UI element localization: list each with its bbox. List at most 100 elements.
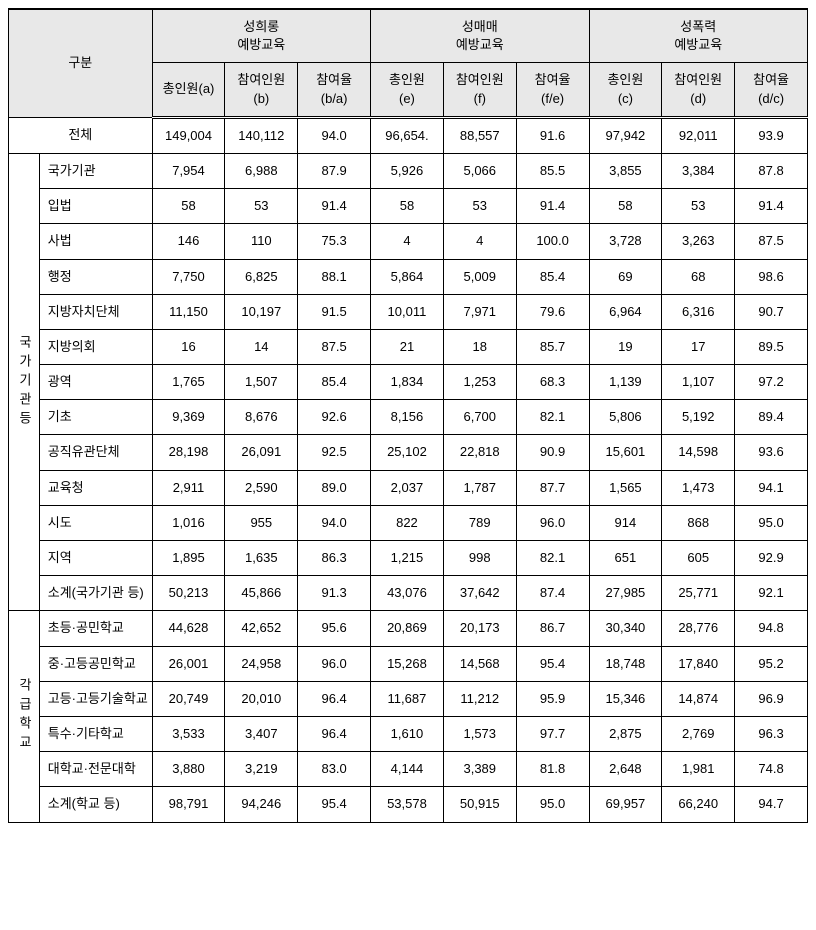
table-row: 입법585391.4585391.4585391.4 [9,189,808,224]
data-cell: 9,369 [152,400,225,435]
data-cell: 100.0 [516,224,589,259]
table-row: 소계(국가기관 등)50,21345,86691.343,07637,64287… [9,576,808,611]
data-cell: 5,926 [371,153,444,188]
data-cell: 98,791 [152,787,225,822]
row-label: 시도 [39,505,152,540]
data-cell: 1,834 [371,365,444,400]
data-cell: 149,004 [152,117,225,153]
data-cell: 87.5 [735,224,808,259]
data-cell: 92.6 [298,400,371,435]
data-cell: 94,246 [225,787,298,822]
data-cell: 3,263 [662,224,735,259]
data-cell: 14,874 [662,681,735,716]
header-group-0: 성희롱 예방교육 [152,9,370,63]
data-cell: 91.4 [298,189,371,224]
data-cell: 11,212 [443,681,516,716]
data-cell: 89.0 [298,470,371,505]
data-cell: 94.8 [735,611,808,646]
data-cell: 18,748 [589,646,662,681]
data-cell: 15,601 [589,435,662,470]
row-label: 초등·공민학교 [39,611,152,646]
row-label: 교육청 [39,470,152,505]
data-cell: 10,197 [225,294,298,329]
column-header: 총인원(a) [152,63,225,117]
data-cell: 44,628 [152,611,225,646]
data-cell: 20,869 [371,611,444,646]
data-cell: 1,215 [371,541,444,576]
table-row: 각급학교초등·공민학교44,62842,65295.620,86920,1738… [9,611,808,646]
row-label: 지방의회 [39,329,152,364]
data-cell: 58 [371,189,444,224]
data-cell: 85.7 [516,329,589,364]
data-cell: 87.7 [516,470,589,505]
data-cell: 37,642 [443,576,516,611]
column-header: 총인원(c) [589,63,662,117]
data-cell: 28,776 [662,611,735,646]
data-cell: 1,573 [443,716,516,751]
data-cell: 822 [371,505,444,540]
table-header: 구분 성희롱 예방교육 성매매 예방교육 성폭력 예방교육 총인원(a)참여인원… [9,9,808,117]
data-cell: 8,156 [371,400,444,435]
data-cell: 6,700 [443,400,516,435]
table-row: 교육청2,9112,59089.02,0371,78787.71,5651,47… [9,470,808,505]
column-header: 참여율(f/e) [516,63,589,117]
row-label: 대학교·전문대학 [39,752,152,787]
data-cell: 20,749 [152,681,225,716]
row-label: 중·고등공민학교 [39,646,152,681]
data-cell: 22,818 [443,435,516,470]
row-label: 특수·기타학교 [39,716,152,751]
data-cell: 68 [662,259,735,294]
data-cell: 4 [371,224,444,259]
row-label: 사법 [39,224,152,259]
data-cell: 53 [443,189,516,224]
data-cell: 68.3 [516,365,589,400]
data-cell: 87.8 [735,153,808,188]
row-label: 소계(학교 등) [39,787,152,822]
data-cell: 18 [443,329,516,364]
data-cell: 69 [589,259,662,294]
data-cell: 88,557 [443,117,516,153]
column-header: 총인원(e) [371,63,444,117]
data-cell: 4,144 [371,752,444,787]
table-body: 전체149,004140,11294.096,654.88,55791.697,… [9,117,808,822]
table-row: 고등·고등기술학교20,74920,01096.411,68711,21295.… [9,681,808,716]
data-cell: 5,066 [443,153,516,188]
data-cell: 25,771 [662,576,735,611]
table-row: 대학교·전문대학3,8803,21983.04,1443,38981.82,64… [9,752,808,787]
data-cell: 1,139 [589,365,662,400]
data-cell: 96.3 [735,716,808,751]
data-cell: 96.4 [298,716,371,751]
data-cell: 95.9 [516,681,589,716]
data-cell: 66,240 [662,787,735,822]
data-cell: 2,037 [371,470,444,505]
data-cell: 88.1 [298,259,371,294]
row-label: 지방자치단체 [39,294,152,329]
data-cell: 6,988 [225,153,298,188]
data-cell: 11,150 [152,294,225,329]
data-cell: 95.0 [735,505,808,540]
data-cell: 93.9 [735,117,808,153]
data-cell: 10,011 [371,294,444,329]
data-cell: 11,687 [371,681,444,716]
data-cell: 95.6 [298,611,371,646]
data-cell: 87.9 [298,153,371,188]
row-label: 광역 [39,365,152,400]
data-cell: 26,001 [152,646,225,681]
data-cell: 15,346 [589,681,662,716]
data-cell: 83.0 [298,752,371,787]
data-cell: 96.0 [298,646,371,681]
data-cell: 2,875 [589,716,662,751]
data-cell: 96.4 [298,681,371,716]
data-cell: 92.5 [298,435,371,470]
data-cell: 95.2 [735,646,808,681]
data-cell: 53 [225,189,298,224]
table-row: 지방자치단체11,15010,19791.510,0117,97179.66,9… [9,294,808,329]
data-cell: 85.4 [516,259,589,294]
data-cell: 87.5 [298,329,371,364]
data-cell: 82.1 [516,541,589,576]
row-label: 지역 [39,541,152,576]
data-cell: 96.9 [735,681,808,716]
section-vertical-label: 국가기관등 [9,153,40,610]
data-cell: 91.6 [516,117,589,153]
data-cell: 3,384 [662,153,735,188]
